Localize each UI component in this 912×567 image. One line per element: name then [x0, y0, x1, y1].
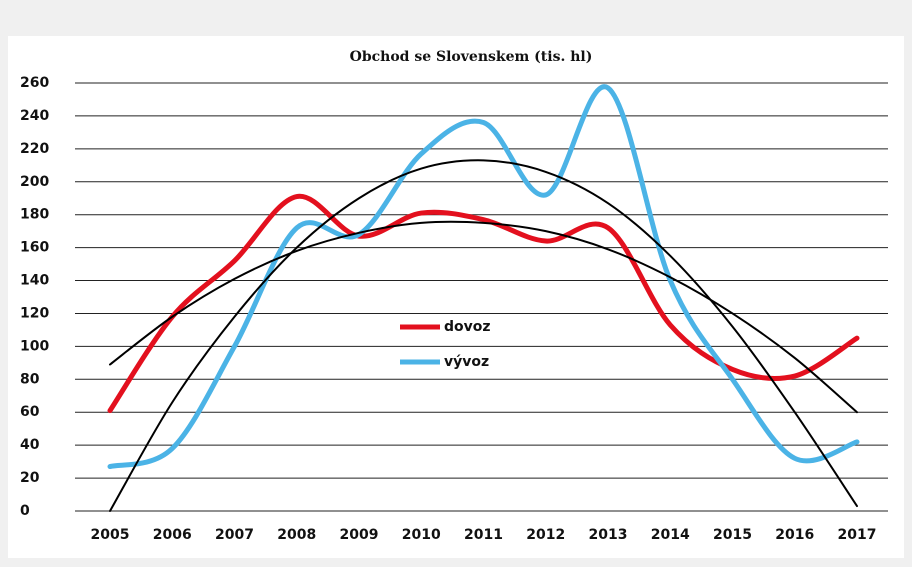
y-tick-label: 260	[20, 75, 49, 91]
x-tick-label: 2008	[277, 527, 316, 543]
y-tick-label: 60	[20, 404, 40, 420]
x-tick-label: 2006	[153, 527, 192, 543]
y-tick-label: 0	[20, 503, 30, 519]
x-tick-label: 2009	[340, 527, 379, 543]
y-tick-label: 180	[20, 207, 49, 223]
chart-panel	[8, 36, 904, 558]
legend-label: vývoz	[444, 354, 489, 370]
series-line	[107, 194, 860, 414]
x-tick-label: 2013	[589, 527, 628, 543]
y-tick-label: 220	[20, 141, 49, 157]
y-tick-label: 80	[20, 371, 40, 387]
x-tick-label: 2012	[526, 527, 565, 543]
x-tick-label: 2014	[651, 527, 690, 543]
y-tick-label: 120	[20, 305, 49, 321]
trend-line	[109, 220, 858, 414]
y-tick-label: 240	[20, 108, 49, 124]
chart-title: Obchod se Slovenskem (tis. hl)	[350, 49, 593, 65]
y-tick-label: 40	[20, 437, 40, 453]
trend-line	[109, 159, 858, 512]
y-tick-label: 140	[20, 273, 49, 289]
y-tick-label: 200	[20, 174, 49, 190]
legend-label: dovoz	[444, 319, 491, 335]
x-tick-label: 2005	[91, 527, 130, 543]
x-tick-label: 2010	[402, 527, 441, 543]
x-tick-label: 2017	[838, 527, 877, 543]
x-tick-label: 2007	[215, 527, 254, 543]
series-line	[107, 84, 860, 470]
y-tick-label: 160	[20, 240, 49, 256]
y-tick-label: 100	[20, 338, 49, 354]
y-tick-label: 20	[20, 470, 40, 486]
x-tick-label: 2015	[713, 527, 752, 543]
x-tick-label: 2016	[775, 527, 814, 543]
x-tick-label: 2011	[464, 527, 503, 543]
